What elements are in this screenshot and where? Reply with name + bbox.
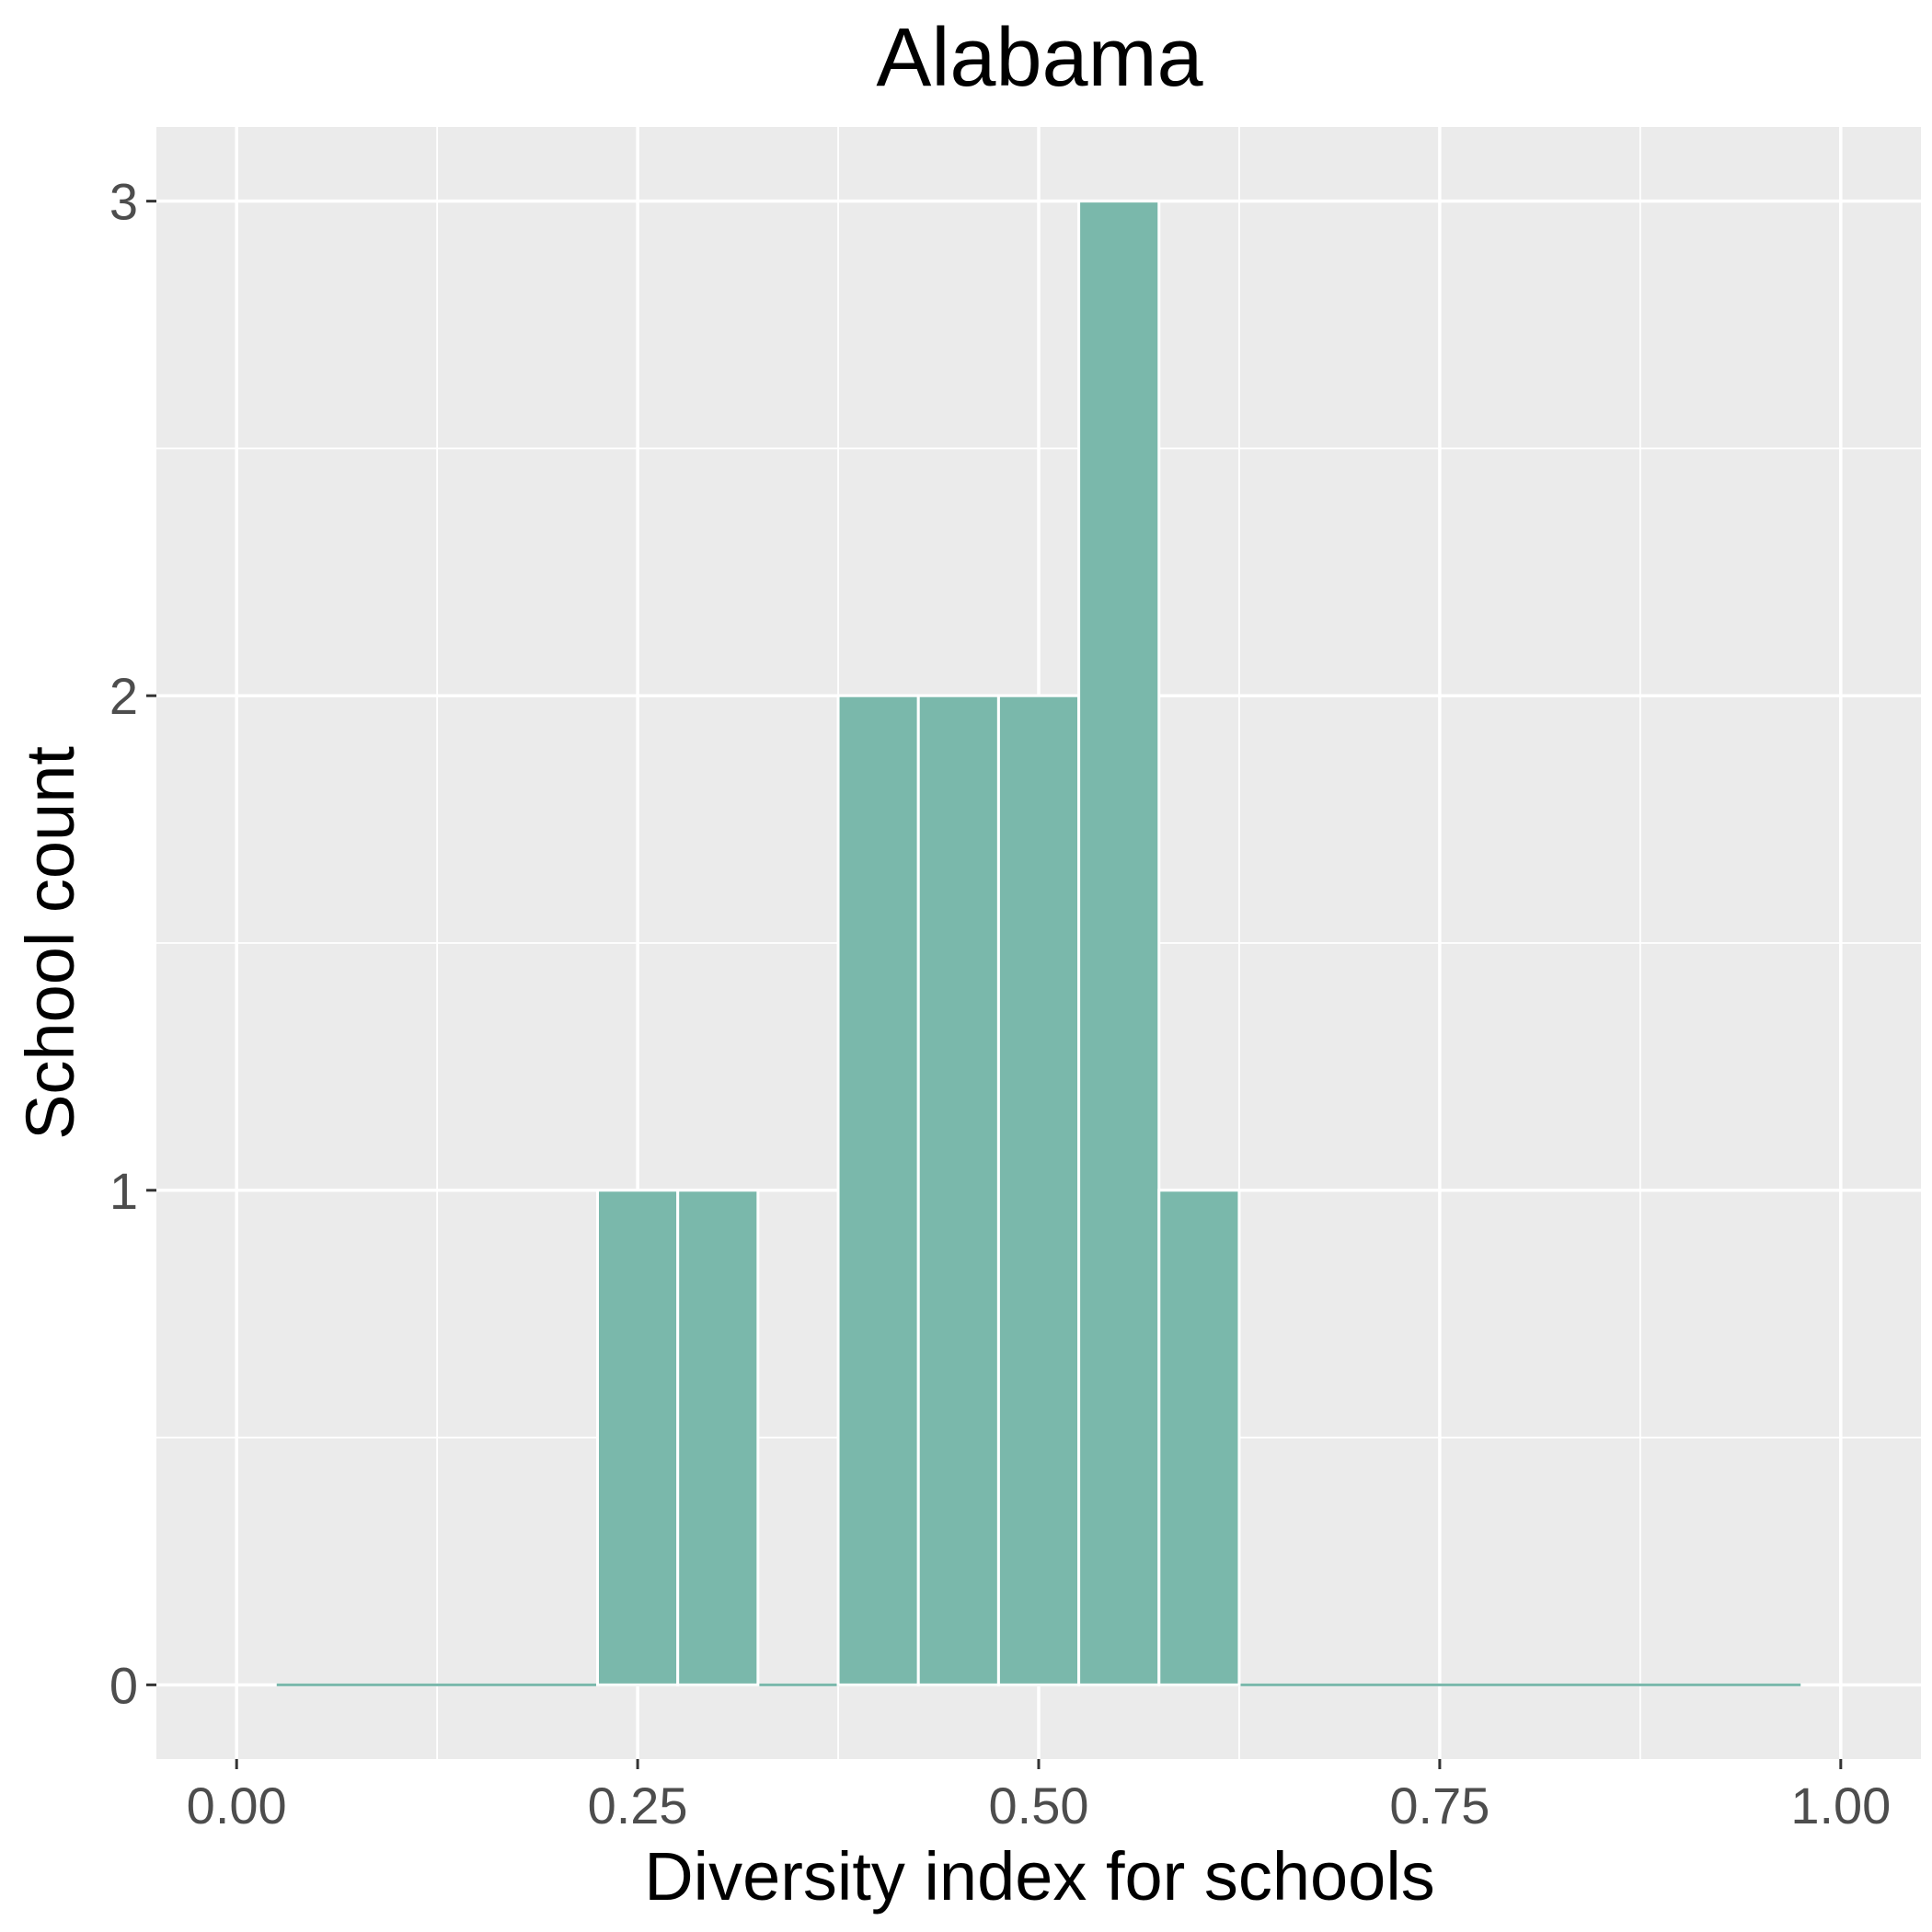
histogram-bar bbox=[1077, 200, 1161, 1686]
y-tick-label: 0 bbox=[109, 1656, 138, 1714]
x-tick-label: 1.00 bbox=[1790, 1777, 1891, 1834]
bars bbox=[596, 200, 1241, 1686]
x-axis-label: Diversity index for schools bbox=[644, 1838, 1435, 1915]
x-tick-label: 0.00 bbox=[187, 1777, 287, 1834]
y-tick-label: 1 bbox=[109, 1162, 138, 1220]
x-axis-ticks: 0.00 0.25 0.50 0.75 1.00 bbox=[187, 1759, 1891, 1834]
histogram-bar bbox=[916, 694, 1000, 1686]
y-axis-ticks: 0 1 2 3 bbox=[109, 173, 156, 1714]
x-tick-label: 0.75 bbox=[1389, 1777, 1489, 1834]
histogram-bar bbox=[596, 1189, 680, 1686]
histogram-bar bbox=[996, 694, 1081, 1686]
y-axis-label: School count bbox=[12, 746, 88, 1140]
y-tick-label: 2 bbox=[109, 667, 138, 725]
chart-title: Alabama bbox=[876, 12, 1203, 104]
y-tick-label: 3 bbox=[109, 173, 138, 231]
histogram-bar bbox=[1157, 1189, 1241, 1686]
x-tick-label: 0.50 bbox=[989, 1777, 1089, 1834]
histogram-bar bbox=[676, 1189, 760, 1686]
x-tick-label: 0.25 bbox=[588, 1777, 688, 1834]
histogram-bar bbox=[836, 694, 920, 1686]
